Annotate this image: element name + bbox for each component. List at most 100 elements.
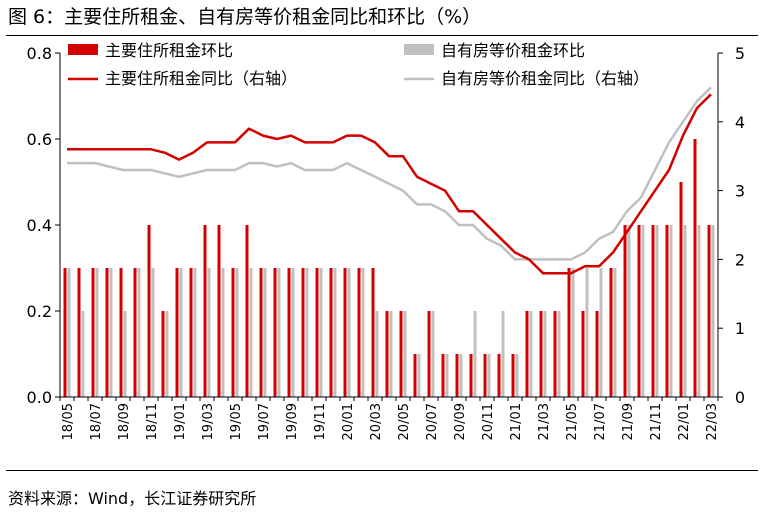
legend: 主要住所租金环比 主要住所租金同比（右轴） 自有房等价租金环比 自有房等价租金同… (68, 41, 649, 88)
bar-red-19/09 (287, 268, 291, 397)
bar-gray-21/11 (655, 225, 659, 397)
bar-gray-19/05 (235, 268, 239, 397)
legend-label-bar-red: 主要住所租金环比 (105, 41, 233, 60)
x-tick-label: 18/05 (61, 403, 76, 440)
x-tick-label: 21/05 (565, 403, 580, 440)
bar-gray-22/03 (711, 225, 715, 397)
x-tick-label: 19/09 (285, 403, 300, 440)
bar-red-21/02 (525, 311, 529, 397)
bar-red-20/10 (469, 354, 473, 397)
x-tick-label: 21/01 (509, 403, 524, 440)
bar-gray-19/12 (333, 268, 337, 397)
bar-red-19/05 (231, 268, 235, 397)
bar-gray-20/12 (501, 311, 505, 397)
bar-red-21/10 (637, 225, 641, 397)
bar-gray-18/06 (81, 311, 85, 397)
bar-layer (63, 139, 715, 397)
chart-canvas: 0.0 0.2 0.4 0.6 0.8 0 1 2 3 4 5 18/05 18/07 18/09 18/1… (27, 41, 746, 440)
bar-red-21/12 (665, 225, 669, 397)
bar-red-20/01 (343, 268, 347, 397)
bar-red-18/07 (91, 268, 95, 397)
bar-gray-18/12 (165, 311, 169, 397)
bar-red-19/08 (273, 268, 277, 397)
bar-red-19/11 (315, 268, 319, 397)
source-note: 资料来源：Wind，长江证券研究所 (8, 489, 257, 508)
bar-red-20/08 (441, 354, 445, 397)
x-tick-label: 19/11 (313, 403, 328, 440)
bar-red-22/02 (693, 139, 697, 397)
x-tick-label: 18/11 (145, 403, 160, 440)
left-tick-label: 0.6 (27, 130, 52, 149)
x-tick-label: 20/01 (341, 403, 356, 440)
bar-red-18/09 (119, 268, 123, 397)
bar-red-18/10 (133, 268, 137, 397)
bar-gray-19/02 (193, 268, 197, 397)
x-tick-label: 20/05 (397, 403, 412, 440)
bar-red-19/02 (189, 268, 193, 397)
bar-gray-18/10 (137, 268, 141, 397)
right-tick-label: 5 (735, 44, 745, 63)
x-tick-label: 19/03 (201, 403, 216, 440)
source-divider (6, 470, 758, 471)
bar-gray-18/11 (151, 268, 155, 397)
bar-gray-19/06 (249, 268, 253, 397)
bar-red-19/01 (175, 268, 179, 397)
x-tick-label: 19/01 (173, 403, 188, 440)
series-line-gray (67, 86, 712, 261)
legend-swatch-bar-gray (404, 44, 434, 55)
bar-red-19/07 (259, 268, 263, 397)
bar-gray-21/01 (515, 354, 519, 397)
bar-gray-20/01 (347, 268, 351, 397)
bar-gray-19/08 (277, 268, 281, 397)
bar-red-19/12 (329, 268, 333, 397)
bar-red-22/03 (707, 225, 711, 397)
line-layer (67, 86, 712, 275)
bar-gray-21/04 (557, 311, 561, 397)
axes-layer: 0.0 0.2 0.4 0.6 0.8 0 1 2 3 4 5 18/05 18/07 18/09 18/1… (27, 44, 746, 440)
bar-gray-20/10 (473, 311, 477, 397)
bar-red-20/12 (497, 354, 501, 397)
bar-gray-19/01 (179, 268, 183, 397)
bar-red-18/12 (161, 311, 165, 397)
x-tick-label: 20/11 (481, 403, 496, 440)
bar-gray-19/04 (221, 268, 225, 397)
bar-gray-21/07 (599, 268, 603, 397)
x-tick-label: 19/07 (257, 403, 272, 440)
bar-gray-18/08 (109, 268, 113, 397)
bar-gray-18/07 (95, 268, 99, 397)
bar-gray-21/03 (543, 311, 547, 397)
bar-gray-21/02 (529, 311, 533, 397)
x-tick-label: 21/11 (649, 403, 664, 440)
bar-gray-20/08 (445, 354, 449, 397)
x-tick-label: 18/09 (117, 403, 132, 440)
bar-gray-21/08 (613, 268, 617, 397)
bar-gray-20/11 (487, 354, 491, 397)
x-tick-label: 20/03 (369, 403, 384, 440)
bar-red-19/04 (217, 225, 221, 397)
bar-gray-19/10 (305, 268, 309, 397)
bar-red-20/09 (455, 354, 459, 397)
bar-gray-22/02 (697, 225, 701, 397)
bar-red-21/11 (651, 225, 655, 397)
bar-red-18/05 (63, 268, 67, 397)
bar-red-19/03 (203, 225, 207, 397)
bar-red-18/08 (105, 268, 109, 397)
x-tick-label: 18/07 (89, 403, 104, 440)
left-tick-label: 0.4 (27, 216, 52, 235)
bar-gray-18/09 (123, 311, 127, 397)
bar-red-18/06 (77, 268, 81, 397)
bar-red-21/01 (511, 354, 515, 397)
bar-red-21/05 (567, 268, 571, 397)
bar-gray-19/11 (319, 268, 323, 397)
bar-red-20/02 (357, 268, 361, 397)
bar-red-21/09 (623, 225, 627, 397)
title-divider (6, 35, 758, 36)
right-tick-label: 2 (735, 250, 745, 269)
bar-red-20/03 (371, 268, 375, 397)
legend-label-line-red: 主要住所租金同比（右轴） (105, 69, 297, 88)
bar-red-19/06 (245, 225, 249, 397)
bar-red-21/08 (609, 268, 613, 397)
bar-red-20/11 (483, 354, 487, 397)
bar-red-22/01 (679, 182, 683, 397)
x-tick-label: 19/05 (229, 403, 244, 440)
